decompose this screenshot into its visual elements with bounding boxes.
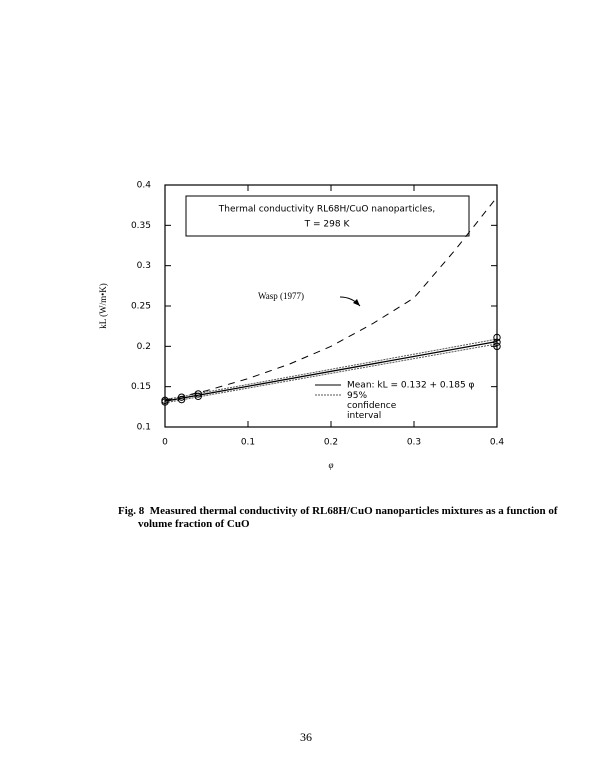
data-point	[493, 333, 501, 342]
title-box	[185, 195, 470, 237]
data-point	[194, 392, 202, 401]
data-point	[177, 395, 186, 404]
page-number: 36	[300, 730, 312, 744]
data-point	[493, 342, 501, 351]
y-axis-label: kL (W/m•K)	[98, 283, 108, 329]
y-tick-label: 0.25	[131, 302, 151, 312]
data-point	[194, 390, 202, 398]
legend-label: Mean: kL = 0.132 + 0.185 φ	[347, 381, 475, 391]
chart-subtitle: T = 298 K	[304, 220, 351, 230]
y-tick-label: 0.35	[131, 221, 151, 231]
x-tick-label: 0	[162, 438, 168, 448]
x-tick-label: 0.1	[241, 438, 255, 448]
y-tick-label: 0.15	[131, 382, 151, 392]
series-line	[164, 343, 498, 404]
caption: Fig. 8 Measured thermal conductivity of …	[118, 505, 558, 531]
annotation: Wasp (1977)	[258, 291, 304, 301]
y-tick-label: 0.1	[137, 423, 151, 433]
arrow-head	[353, 299, 360, 306]
y-tick-label: 0.3	[137, 261, 151, 271]
caption-label: Fig. 8	[118, 505, 145, 517]
x-tick-label: 0.3	[407, 438, 421, 448]
caption-text: Measured thermal conductivity of RL68H/C…	[138, 505, 558, 530]
series-line	[164, 338, 498, 401]
x-tick-label: 0.4	[490, 438, 505, 448]
y-tick-label: 0.2	[137, 342, 151, 352]
data-point	[161, 396, 169, 405]
data-point	[493, 338, 501, 346]
chart: Thermal conductivity RL68H/CuO nanoparti…	[98, 181, 505, 471]
x-axis-label: φ	[329, 460, 334, 470]
y-tick-label: 0.4	[137, 181, 152, 191]
series-line	[164, 340, 498, 402]
data-point	[177, 393, 186, 401]
series-line	[164, 196, 498, 401]
x-tick-label: 0.2	[324, 438, 338, 448]
chart-title: Thermal conductivity RL68H/CuO nanoparti…	[218, 205, 435, 215]
legend-label: 95% confidence interval	[347, 391, 397, 421]
